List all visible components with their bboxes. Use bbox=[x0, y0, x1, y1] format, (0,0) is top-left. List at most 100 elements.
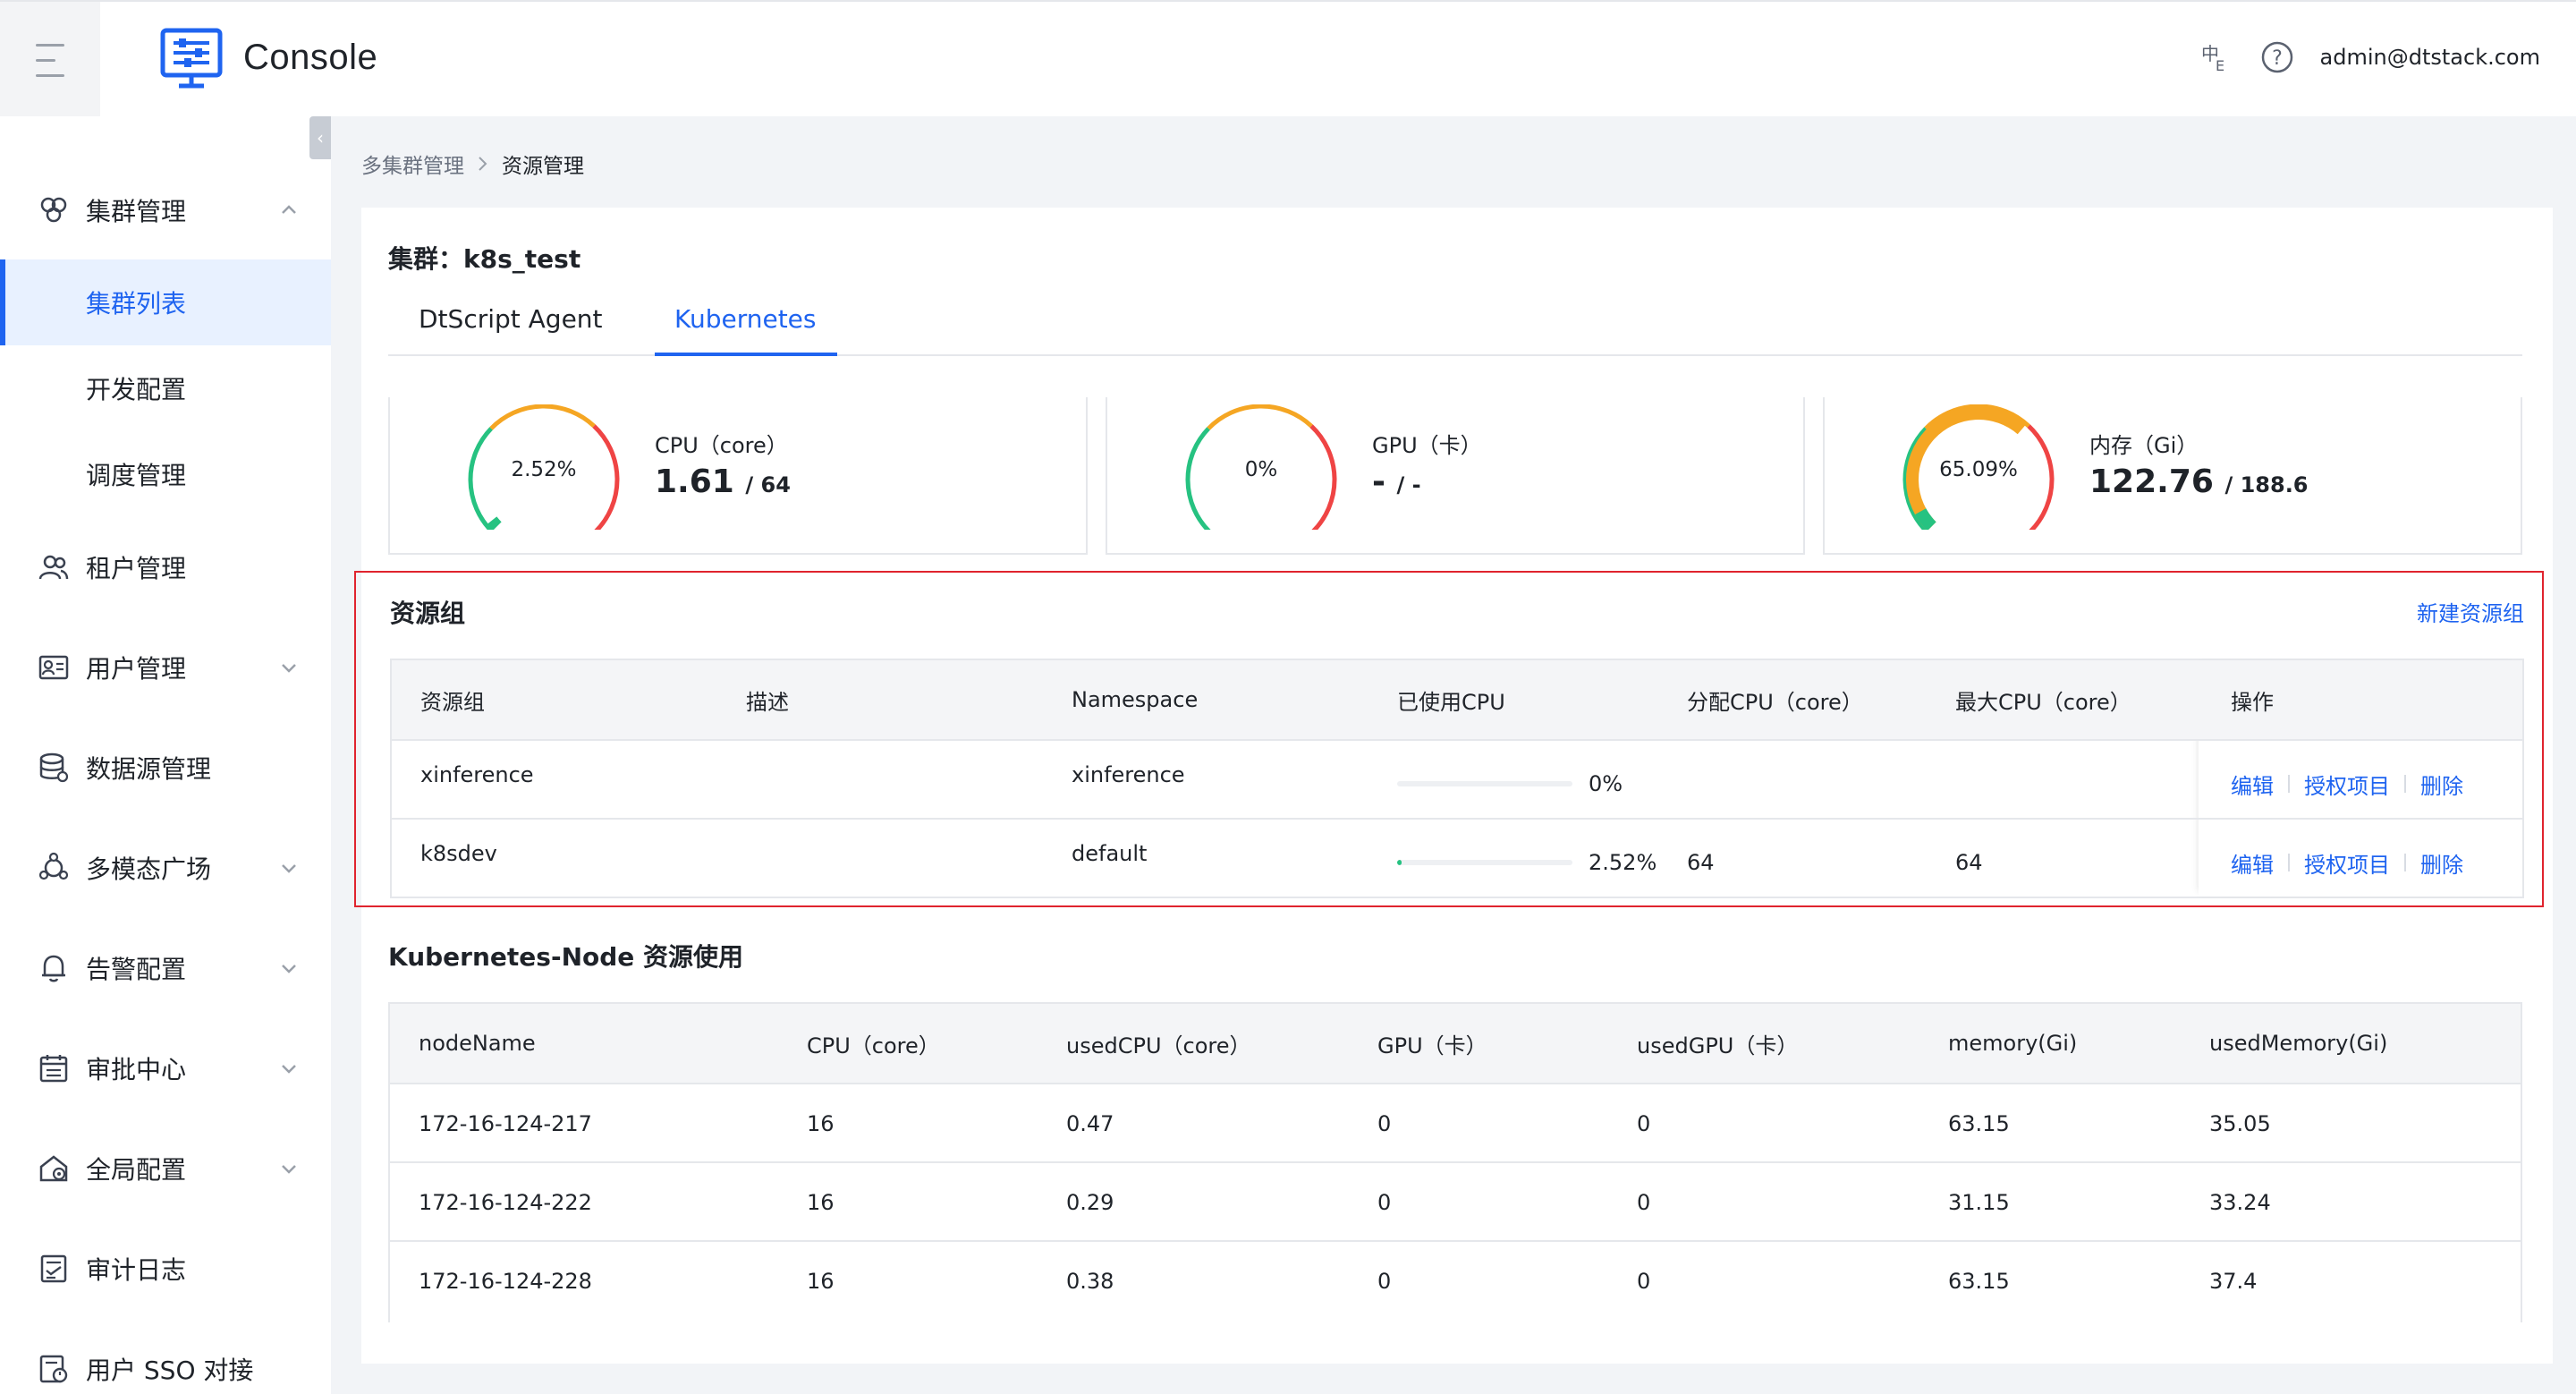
sidebar-item-global-config[interactable]: 全局配置 bbox=[0, 1126, 331, 1211]
calendar-icon bbox=[36, 1050, 72, 1086]
authorize-project-button[interactable]: 授权项目 bbox=[2304, 773, 2390, 799]
cluster-label: 集群： bbox=[388, 244, 464, 274]
gauge-track-segment bbox=[1309, 424, 1337, 530]
col-header: 最大CPU（core） bbox=[1955, 689, 2131, 715]
gpu-used: - bbox=[1372, 463, 1385, 500]
col-header: 已使用CPU bbox=[1397, 689, 1505, 715]
col-header: 操作 bbox=[2231, 689, 2274, 715]
sidebar-item-tenant-management[interactable]: 租户管理 bbox=[0, 524, 331, 610]
menu-toggle-button[interactable] bbox=[0, 2, 100, 118]
gauge-value-arc-start bbox=[1915, 508, 1936, 530]
sidebar-item-cluster-list[interactable]: 集群列表 bbox=[0, 259, 331, 345]
col-header: usedGPU（卡） bbox=[1637, 1033, 1799, 1058]
user-account[interactable]: admin@dtstack.com bbox=[2319, 45, 2540, 70]
memory-value: 122.76 / 188.6 bbox=[2089, 463, 2309, 500]
rg-namespace: xinference bbox=[1072, 762, 1185, 787]
database-icon bbox=[36, 750, 72, 786]
sidebar-item-alert-config[interactable]: 告警配置 bbox=[0, 925, 331, 1011]
sidebar-item-dev-config[interactable]: 开发配置 bbox=[0, 345, 331, 431]
tabs: DtScript Agent Kubernetes bbox=[388, 279, 2522, 356]
delete-button[interactable]: 删除 bbox=[2420, 852, 2463, 878]
node-cpu: 16 bbox=[807, 1111, 835, 1136]
node-memory: 31.15 bbox=[1948, 1190, 2010, 1215]
edit-button[interactable]: 编辑 bbox=[2231, 852, 2274, 878]
resource-group-highlight: 资源组 新建资源组 资源组 描述 Namespace 已使用CPU 分配CPU（… bbox=[354, 571, 2544, 907]
gpu-stat-card: 0% GPU（卡） - / - bbox=[1106, 397, 1805, 555]
rg-used-cpu: 0% bbox=[1397, 744, 1623, 823]
svg-text:E: E bbox=[2216, 57, 2224, 74]
col-header: nodeName bbox=[419, 1031, 536, 1056]
node-gpu: 0 bbox=[1377, 1269, 1392, 1294]
gpu-percent: 0% bbox=[1244, 458, 1278, 481]
node-memory: 63.15 bbox=[1948, 1111, 2010, 1136]
rg-namespace: default bbox=[1072, 841, 1148, 866]
multimodal-icon bbox=[36, 850, 72, 886]
sidebar-item-approval[interactable]: 审批中心 bbox=[0, 1025, 331, 1111]
node-name: 172-16-124-217 bbox=[419, 1111, 592, 1136]
col-header: 资源组 bbox=[420, 689, 485, 715]
gpu-label: GPU（卡） bbox=[1372, 433, 1482, 458]
audit-log-icon bbox=[36, 1251, 72, 1287]
edit-button[interactable]: 编辑 bbox=[2231, 773, 2274, 799]
breadcrumb-parent[interactable]: 多集群管理 bbox=[361, 155, 464, 178]
memory-percent: 65.09% bbox=[1939, 458, 2018, 481]
sso-icon bbox=[36, 1351, 72, 1387]
gauge-track-segment bbox=[489, 404, 596, 430]
global-settings-icon bbox=[36, 1151, 72, 1186]
col-header: usedMemory(Gi) bbox=[2209, 1031, 2388, 1056]
node-used-cpu: 0.38 bbox=[1066, 1269, 1114, 1294]
sidebar-item-label: 全局配置 bbox=[86, 1155, 187, 1185]
rg-name: xinference bbox=[420, 762, 534, 787]
memory-label: 内存（Gi） bbox=[2089, 433, 2199, 458]
chevron-right-icon bbox=[479, 157, 487, 171]
resource-group-title: 资源组 bbox=[390, 599, 466, 628]
cpu-total: / 64 bbox=[745, 472, 791, 497]
sidebar-item-label: 集群管理 bbox=[86, 197, 187, 226]
sidebar-item-label: 用户 SSO 对接 bbox=[86, 1356, 254, 1385]
gauge-track-segment bbox=[592, 424, 620, 530]
node-gpu: 0 bbox=[1377, 1190, 1392, 1215]
usage-text: 2.52% bbox=[1589, 850, 1657, 875]
node-used-cpu: 0.29 bbox=[1066, 1190, 1114, 1215]
sidebar-item-scheduling[interactable]: 调度管理 bbox=[0, 431, 331, 517]
resource-group-table: 资源组 描述 Namespace 已使用CPU 分配CPU（core） 最大CP… bbox=[390, 659, 2524, 898]
sidebar-item-user-management[interactable]: 用户管理 bbox=[0, 625, 331, 710]
sidebar-item-cluster-management[interactable]: 集群管理 bbox=[0, 167, 331, 253]
node-used-gpu: 0 bbox=[1637, 1111, 1651, 1136]
chevron-left-icon: ‹ bbox=[317, 127, 324, 149]
sidebar-item-label: 调度管理 bbox=[86, 461, 187, 490]
rg-used-cpu: 2.52% bbox=[1397, 823, 1657, 902]
node-gpu: 0 bbox=[1377, 1111, 1392, 1136]
sidebar-item-sso[interactable]: 用户 SSO 对接 bbox=[0, 1326, 331, 1394]
sidebar-item-datasource[interactable]: 数据源管理 bbox=[0, 725, 331, 811]
rg-alloc-cpu: 64 bbox=[1687, 850, 1715, 875]
delete-button[interactable]: 删除 bbox=[2420, 773, 2463, 799]
memory-stat-card: 65.09% 内存（Gi） 122.76 / 188.6 bbox=[1823, 397, 2522, 555]
sidebar-item-audit-log[interactable]: 审计日志 bbox=[0, 1226, 331, 1312]
cpu-percent: 2.52% bbox=[511, 458, 577, 481]
authorize-project-button[interactable]: 授权项目 bbox=[2304, 852, 2390, 878]
svg-text:中: 中 bbox=[2201, 43, 2219, 64]
sidebar-item-multimodal[interactable]: 多模态广场 bbox=[0, 825, 331, 911]
table-header: nodeName CPU（core） usedCPU（core） GPU（卡） … bbox=[390, 1004, 2521, 1083]
sidebar-collapse-button[interactable]: ‹ bbox=[309, 116, 331, 159]
help-icon[interactable]: ? bbox=[2259, 39, 2295, 75]
gauge-track-segment bbox=[2027, 424, 2055, 530]
brand-title: Console bbox=[243, 38, 378, 77]
new-resource-group-button[interactable]: 新建资源组 bbox=[2417, 601, 2524, 626]
hamburger-icon bbox=[36, 38, 64, 83]
chevron-down-icon bbox=[282, 1065, 296, 1074]
cluster-name: k8s_test bbox=[463, 244, 581, 274]
tab-kubernetes[interactable]: Kubernetes bbox=[674, 304, 817, 334]
gauge-track-segment bbox=[1924, 404, 2030, 430]
node-memory: 63.15 bbox=[1948, 1269, 2010, 1294]
usage-bar-fill bbox=[1397, 860, 1402, 865]
tab-dtscript-agent[interactable]: DtScript Agent bbox=[419, 304, 603, 334]
bell-icon bbox=[36, 950, 72, 986]
gpu-value: - / - bbox=[1372, 463, 1421, 500]
cluster-icon bbox=[36, 192, 72, 228]
chevron-up-icon bbox=[282, 205, 296, 214]
gauge-track-segment bbox=[1902, 427, 1928, 530]
sidebar-item-label: 审计日志 bbox=[86, 1255, 187, 1285]
